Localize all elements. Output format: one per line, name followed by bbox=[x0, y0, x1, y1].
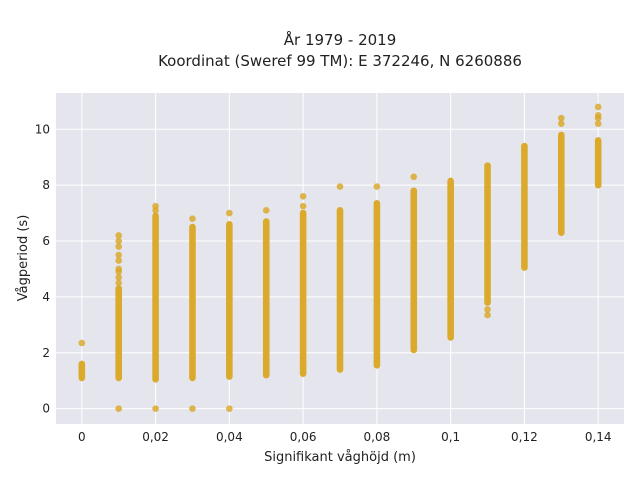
y-tick-label: 4 bbox=[42, 290, 50, 304]
data-point bbox=[78, 339, 86, 347]
data-point bbox=[115, 405, 123, 412]
y-tick-label: 10 bbox=[35, 122, 50, 136]
data-point bbox=[557, 114, 565, 122]
point-cluster bbox=[336, 207, 344, 373]
data-point bbox=[115, 232, 123, 239]
data-point bbox=[115, 265, 123, 273]
point-cluster bbox=[557, 131, 565, 236]
y-tick-label: 0 bbox=[42, 402, 50, 416]
chart-title-line1: År 1979 - 2019 bbox=[284, 30, 397, 49]
x-tick-label: 0,06 bbox=[290, 430, 317, 444]
data-point bbox=[115, 251, 123, 259]
point-cluster bbox=[447, 177, 454, 341]
data-point bbox=[484, 311, 491, 319]
x-axis-ticks: 0 0,02 0,04 0,06 0,08 0,1 0,12 0,14 bbox=[78, 430, 612, 444]
data-point bbox=[152, 405, 159, 412]
x-tick-label: 0,04 bbox=[216, 430, 243, 444]
point-cluster bbox=[299, 209, 307, 378]
data-point bbox=[594, 103, 602, 111]
data-point bbox=[115, 274, 123, 281]
point-cluster bbox=[521, 142, 528, 271]
x-tick-label: 0,1 bbox=[441, 430, 460, 444]
point-cluster bbox=[226, 220, 233, 380]
chart-title-line2: Koordinat (Sweref 99 TM): E 372246, N 62… bbox=[158, 52, 522, 70]
y-tick-label: 6 bbox=[42, 234, 50, 248]
data-point bbox=[594, 120, 602, 128]
data-point bbox=[299, 193, 307, 200]
data-point bbox=[336, 183, 344, 190]
y-axis-ticks: 0 2 4 6 8 10 bbox=[35, 122, 50, 415]
y-tick-label: 2 bbox=[42, 346, 50, 360]
data-point bbox=[262, 207, 270, 214]
data-point bbox=[152, 202, 159, 210]
data-point bbox=[115, 243, 123, 250]
data-point bbox=[189, 405, 196, 412]
point-cluster bbox=[594, 137, 602, 189]
data-point bbox=[226, 405, 233, 412]
data-point bbox=[299, 202, 307, 210]
point-cluster bbox=[115, 285, 123, 382]
x-tick-label: 0,08 bbox=[364, 430, 391, 444]
data-point bbox=[115, 279, 123, 287]
x-tick-label: 0,12 bbox=[511, 430, 538, 444]
point-cluster bbox=[78, 360, 86, 382]
data-point bbox=[484, 306, 491, 313]
x-tick-label: 0,14 bbox=[585, 430, 612, 444]
x-tick-label: 0 bbox=[78, 430, 86, 444]
data-points bbox=[78, 103, 602, 412]
point-cluster bbox=[373, 200, 381, 369]
point-cluster bbox=[410, 187, 418, 354]
point-cluster bbox=[484, 162, 491, 306]
data-point bbox=[410, 173, 418, 181]
y-tick-label: 8 bbox=[42, 178, 50, 192]
data-point bbox=[226, 209, 233, 217]
data-point bbox=[594, 112, 602, 119]
data-point bbox=[557, 120, 565, 128]
x-axis-label: Signifikant våghöjd (m) bbox=[264, 450, 416, 465]
point-cluster bbox=[189, 223, 196, 382]
data-point bbox=[115, 237, 123, 245]
data-point bbox=[115, 257, 123, 264]
y-axis-label: Vågperiod (s) bbox=[16, 215, 31, 302]
point-cluster bbox=[152, 212, 159, 383]
data-point bbox=[189, 215, 196, 222]
data-point bbox=[373, 183, 381, 190]
point-cluster bbox=[262, 218, 270, 379]
x-tick-label: 0,02 bbox=[142, 430, 169, 444]
